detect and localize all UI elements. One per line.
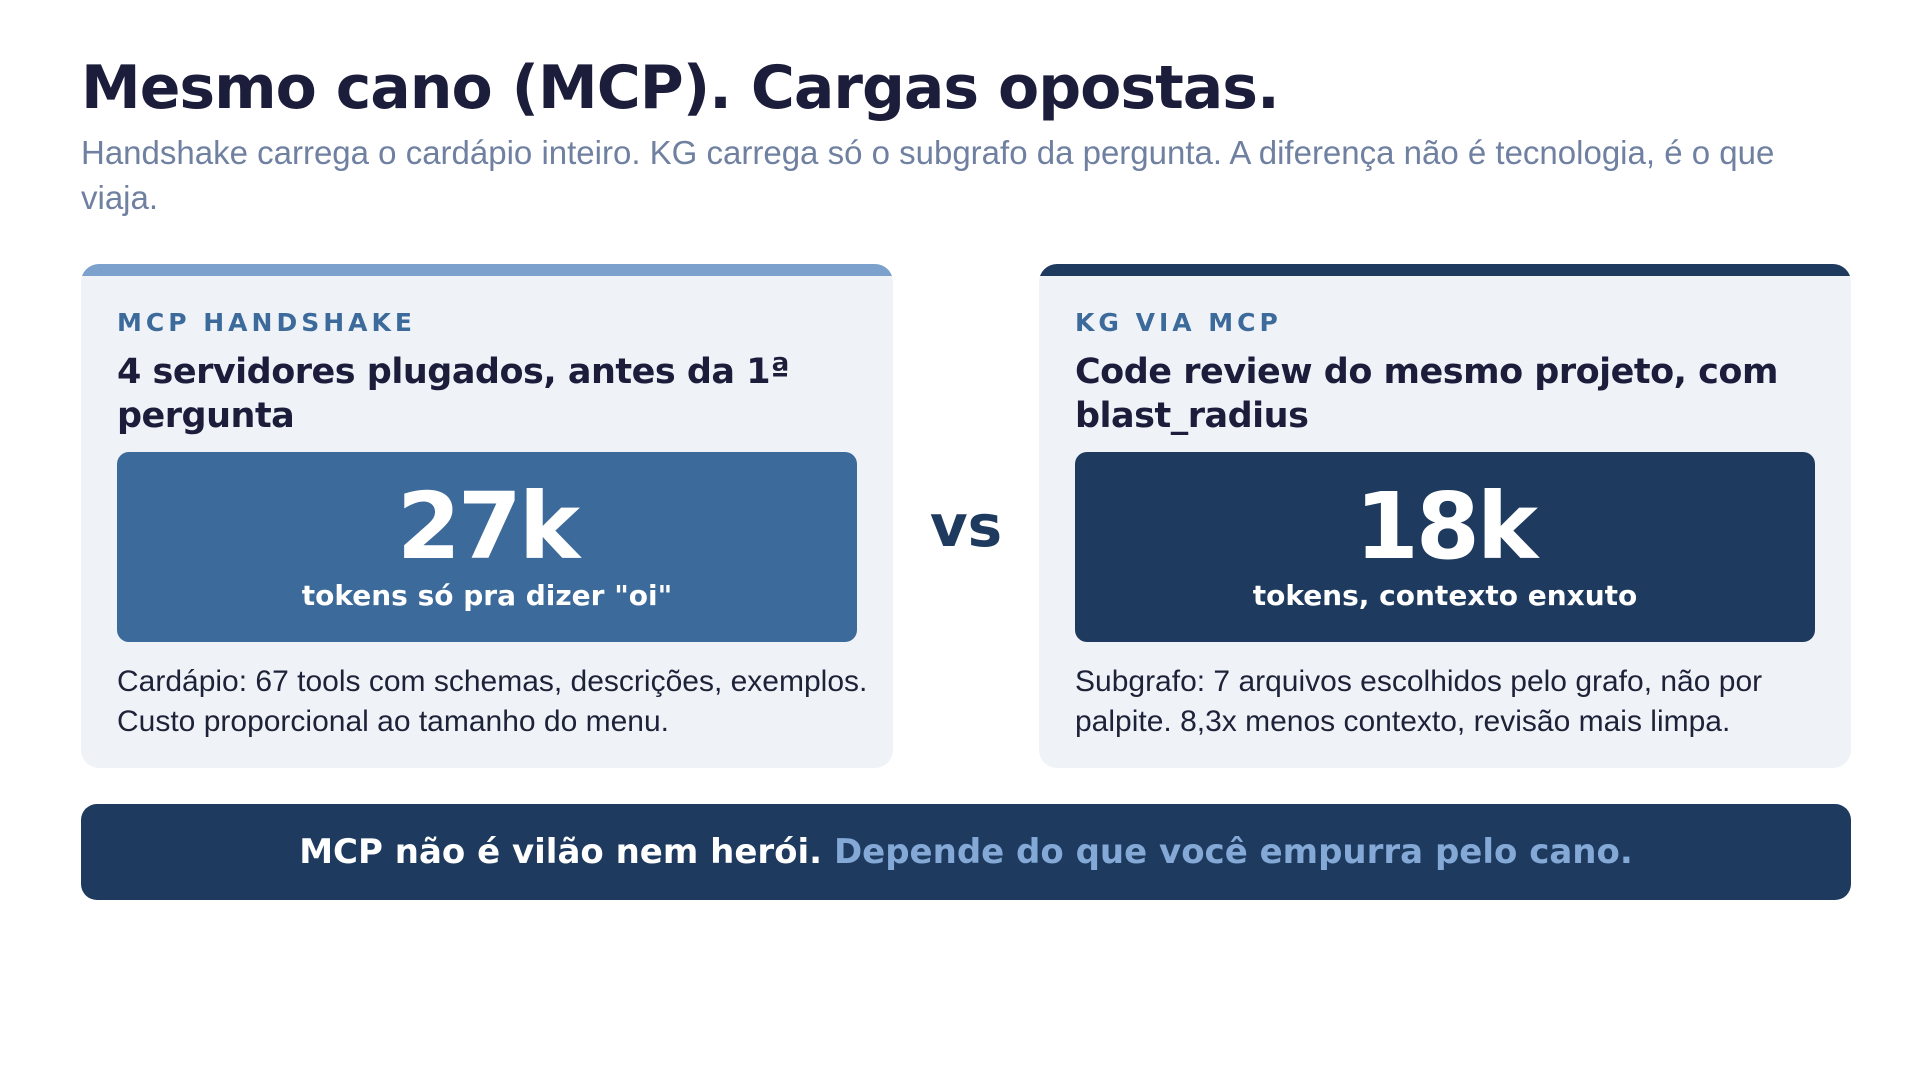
card-kg-via-mcp: KG VIA MCP Code review do mesmo projeto,…: [1039, 264, 1851, 768]
stat-box: 18k tokens, contexto enxuto: [1075, 452, 1815, 642]
stat-value: 18k: [1354, 473, 1538, 580]
vs-label: vs: [929, 492, 1003, 560]
card-heading: 4 servidores plugados, antes da 1ª pergu…: [117, 352, 790, 436]
card-accent-bar: [1039, 264, 1851, 276]
card-mcp-handshake: MCP HANDSHAKE 4 servidores plugados, ant…: [81, 264, 893, 768]
card-body: Subgrafo: 7 arquivos escolhidos pelo gra…: [1075, 665, 1763, 738]
card-content: MCP HANDSHAKE 4 servidores plugados, ant…: [117, 306, 867, 742]
card-eyebrow: MCP HANDSHAKE: [117, 308, 416, 337]
footer-accent-text: Depende do que você empurra pelo cano.: [833, 832, 1633, 872]
card-eyebrow: KG VIA MCP: [1075, 308, 1282, 337]
stat-box: 27k tokens só pra dizer "oi": [117, 452, 857, 642]
card-content: KG VIA MCP Code review do mesmo projeto,…: [1075, 306, 1815, 742]
page-subtitle: Handshake carrega o cardápio inteiro. KG…: [81, 134, 1775, 216]
card-accent-bar: [81, 264, 893, 276]
comparison-cards: MCP HANDSHAKE 4 servidores plugados, ant…: [81, 264, 1851, 768]
footer-banner: MCP não é vilão nem herói. Depende do qu…: [81, 804, 1851, 900]
stat-value: 27k: [396, 473, 580, 580]
page-title: Mesmo cano (MCP). Cargas opostas.: [81, 53, 1280, 123]
stat-label: tokens só pra dizer "oi": [301, 579, 673, 612]
footer-strong-text: MCP não é vilão nem herói.: [299, 832, 823, 872]
card-heading: Code review do mesmo projeto, com blast_…: [1075, 352, 1778, 436]
slide: Mesmo cano (MCP). Cargas opostas. Handsh…: [81, 50, 1851, 900]
stat-label: tokens, contexto enxuto: [1252, 579, 1638, 612]
card-body: Cardápio: 67 tools com schemas, descriçõ…: [117, 665, 868, 738]
